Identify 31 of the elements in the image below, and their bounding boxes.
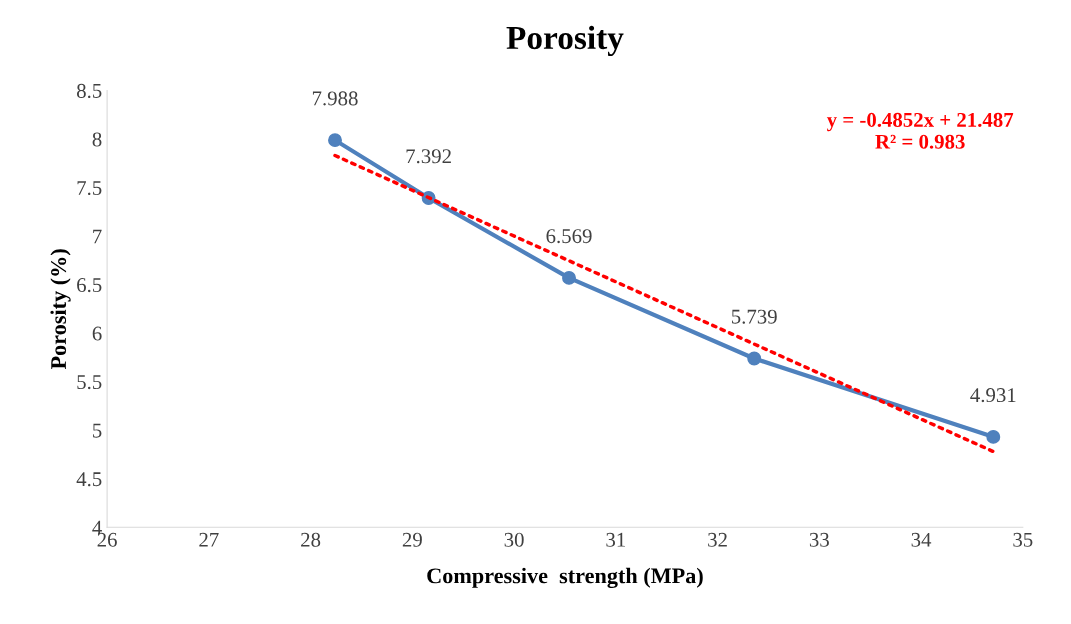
y-axis-title: Porosity (%) [50,249,71,370]
y-tick-label: 5.5 [77,375,102,390]
x-tick-label: 34 [911,532,932,547]
x-tick-label: 30 [504,532,524,547]
y-tick-label: 8.5 [76,83,102,98]
data-label: 7.988 [312,91,358,106]
y-tick-label: 7 [93,229,102,244]
y-tick-label: 8 [92,132,102,147]
y-tick-label: 6.5 [77,278,102,293]
x-tick-label: 35 [1013,532,1033,547]
data-label: 5.739 [731,309,777,324]
x-tick-label: 32 [708,532,727,547]
point [328,133,342,148]
x-tick-label: 28 [301,532,321,547]
y-tick-label: 5 [93,423,102,438]
x-axis-title: Compressive strength (MPa) [427,567,703,589]
x-tick-label: 33 [809,532,829,547]
y-tick-label: 6 [92,326,102,341]
data-label: 6.569 [546,229,592,244]
y-tick-label: 4.5 [76,472,102,487]
point [562,270,576,285]
annotation: y = -0.4852x + 21.487 R² = 0.983 [826,112,1014,149]
x-tick-label: 31 [606,532,625,547]
point [747,351,762,366]
point [986,429,1001,444]
x-tick-label: 27 [199,532,219,547]
data-label: 4.931 [970,388,1016,403]
x-tick-label: 29 [402,532,422,547]
data-label: 7.392 [406,149,451,164]
chart-title: Porosity [506,25,624,57]
y-tick-label: 7.5 [77,181,102,196]
